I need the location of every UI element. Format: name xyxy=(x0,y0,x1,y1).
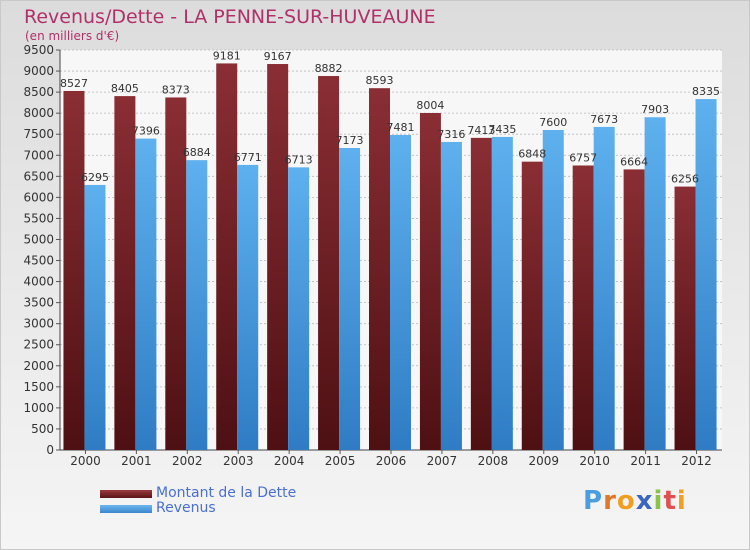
bar-revenus xyxy=(339,147,361,450)
y-tick-label: 7500 xyxy=(23,127,54,141)
x-tick-label: 2011 xyxy=(630,454,661,468)
x-tick-label: 2008 xyxy=(478,454,509,468)
data-label-dette: 6256 xyxy=(671,173,699,186)
y-tick-label: 6500 xyxy=(23,169,54,183)
x-tick-label: 2006 xyxy=(376,454,407,468)
data-label-revenus: 7600 xyxy=(539,116,567,129)
x-tick-label: 2012 xyxy=(681,454,712,468)
bar-revenus xyxy=(135,138,157,450)
data-label-revenus: 6713 xyxy=(285,153,313,166)
bar-revenus xyxy=(491,136,513,450)
data-label-dette: 8527 xyxy=(60,77,88,90)
bar-revenus xyxy=(84,184,106,450)
bar-dette xyxy=(267,64,289,450)
data-label-revenus: 8335 xyxy=(692,85,720,98)
bar-dette xyxy=(216,63,238,450)
data-label-dette: 8593 xyxy=(366,74,394,87)
data-label-revenus: 7316 xyxy=(437,128,465,141)
data-label-revenus: 7173 xyxy=(336,134,364,147)
bar-dette xyxy=(623,169,645,450)
y-tick-label: 5500 xyxy=(23,211,54,225)
data-label-revenus: 7481 xyxy=(387,121,415,134)
data-label-revenus: 6884 xyxy=(183,146,211,159)
data-label-dette: 6757 xyxy=(569,151,597,164)
y-tick-label: 2500 xyxy=(23,338,54,352)
bar-dette xyxy=(369,88,390,450)
data-label-dette: 8373 xyxy=(162,83,190,96)
data-label-dette: 8882 xyxy=(315,62,343,75)
bar-revenus xyxy=(186,160,208,450)
y-tick-label: 500 xyxy=(31,422,54,436)
data-label-revenus: 6771 xyxy=(234,151,262,164)
legend-label-revenus: Revenus xyxy=(156,500,216,516)
x-tick-label: 2002 xyxy=(172,454,203,468)
bar-dette xyxy=(165,97,187,450)
y-tick-label: 3500 xyxy=(23,296,54,310)
data-label-revenus: 7673 xyxy=(590,113,618,126)
bar-revenus xyxy=(542,130,564,450)
bar-revenus xyxy=(695,99,717,450)
x-tick-label: 2001 xyxy=(121,454,152,468)
bar-revenus xyxy=(288,167,310,451)
y-tick-label: 1500 xyxy=(23,380,54,394)
x-tick-label: 2010 xyxy=(579,454,610,468)
data-label-dette: 6848 xyxy=(518,148,546,161)
chart-title: Revenus/Dette - LA PENNE-SUR-HUVEAUNE xyxy=(24,6,436,28)
bar-revenus xyxy=(593,126,615,450)
data-label-dette: 9167 xyxy=(264,50,292,63)
x-tick-label: 2003 xyxy=(223,454,254,468)
bar-dette xyxy=(114,96,136,451)
x-tick-label: 2000 xyxy=(70,454,101,468)
x-tick-label: 2004 xyxy=(274,454,305,468)
proxiti-logo: Proxiti xyxy=(583,486,687,516)
data-label-revenus: 7903 xyxy=(641,103,669,116)
y-tick-label: 8500 xyxy=(23,85,54,99)
y-tick-label: 4500 xyxy=(23,254,54,268)
y-tick-label: 8000 xyxy=(23,106,54,120)
data-label-dette: 6664 xyxy=(620,155,648,168)
data-label-dette: 7413 xyxy=(467,124,495,137)
chart-subtitle: (en milliers d'€) xyxy=(25,29,120,43)
data-label-revenus: 7435 xyxy=(488,123,516,136)
x-tick-label: 2009 xyxy=(528,454,559,468)
bar-revenus xyxy=(644,117,666,451)
x-tick-label: 2005 xyxy=(325,454,356,468)
bar-dette xyxy=(572,165,594,450)
bar-dette xyxy=(419,112,441,450)
legend-swatch-dette xyxy=(100,490,152,498)
y-tick-label: 7000 xyxy=(23,148,54,162)
bar-dette xyxy=(318,76,340,450)
y-tick-label: 9500 xyxy=(23,43,54,57)
bar-dette xyxy=(470,137,492,450)
legend-swatch-revenus xyxy=(100,505,152,513)
bar-dette xyxy=(674,186,696,450)
data-label-dette: 8405 xyxy=(111,82,139,95)
y-tick-label: 3000 xyxy=(23,317,54,331)
y-tick-label: 2000 xyxy=(23,359,54,373)
data-label-revenus: 7396 xyxy=(132,125,160,138)
bar-dette xyxy=(521,161,543,451)
y-tick-label: 1000 xyxy=(23,401,54,415)
bar-revenus xyxy=(440,141,462,451)
data-label-dette: 9181 xyxy=(213,49,241,62)
data-label-dette: 8004 xyxy=(416,99,444,112)
data-label-revenus: 6295 xyxy=(81,171,109,184)
y-tick-label: 9000 xyxy=(23,64,54,78)
bar-dette xyxy=(63,90,85,451)
y-tick-label: 5000 xyxy=(23,232,54,246)
bar-revenus xyxy=(390,135,411,450)
y-tick-label: 6000 xyxy=(23,190,54,204)
bar-revenus xyxy=(237,164,259,450)
legend-label-dette: Montant de la Dette xyxy=(156,485,297,501)
y-tick-label: 4000 xyxy=(23,275,54,289)
y-tick-label: 0 xyxy=(46,443,54,457)
x-tick-label: 2007 xyxy=(427,454,458,468)
